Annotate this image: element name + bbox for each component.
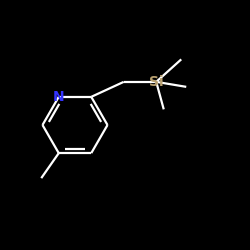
Text: N: N bbox=[53, 90, 64, 104]
Text: Si: Si bbox=[149, 75, 164, 89]
